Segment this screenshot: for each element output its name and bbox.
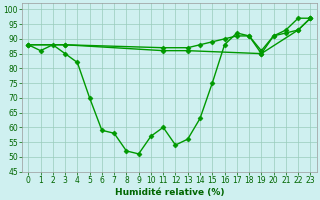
X-axis label: Humidité relative (%): Humidité relative (%): [115, 188, 224, 197]
